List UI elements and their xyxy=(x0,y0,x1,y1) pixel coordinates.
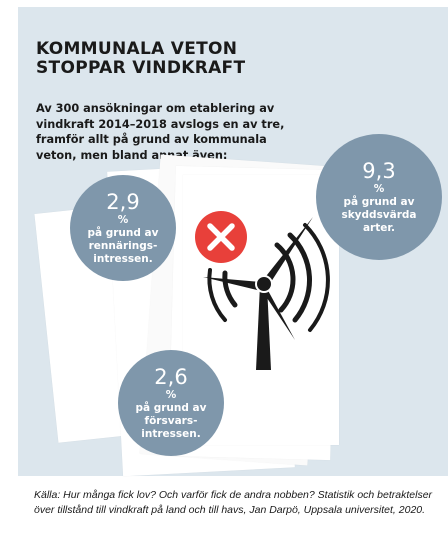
stat-unit: % xyxy=(373,182,385,195)
stat-label: på grund av försvars- intressen. xyxy=(135,401,207,440)
stat-bubble-rennaring: 2,9 % på grund av rennärings- intressen. xyxy=(70,175,176,281)
stat-label: på grund av skyddsvärda arter. xyxy=(341,195,417,234)
stat-value: 2,6 xyxy=(154,364,188,389)
stat-unit: % xyxy=(117,213,129,226)
red-x-icon xyxy=(195,211,247,263)
intro-text: Av 300 ansökningar om etablering av vind… xyxy=(36,102,285,162)
stat-bubble-skyddsvarda-arter: 9,3 % på grund av skyddsvärda arter. xyxy=(316,134,442,260)
page-title: KOMMUNALA VETON STOPPAR VINDKRAFT xyxy=(36,39,246,78)
stat-unit: % xyxy=(165,388,177,401)
stat-value: 2,9 xyxy=(106,189,140,214)
stat-bubble-forsvar: 2,6 % på grund av försvars- intressen. xyxy=(118,350,224,456)
source-citation: Källa: Hur många fick lov? Och varför fi… xyxy=(34,489,433,516)
stat-value: 9,3 xyxy=(362,158,396,183)
wind-turbine-icon xyxy=(195,211,330,370)
stat-label: på grund av rennärings- intressen. xyxy=(87,226,159,265)
